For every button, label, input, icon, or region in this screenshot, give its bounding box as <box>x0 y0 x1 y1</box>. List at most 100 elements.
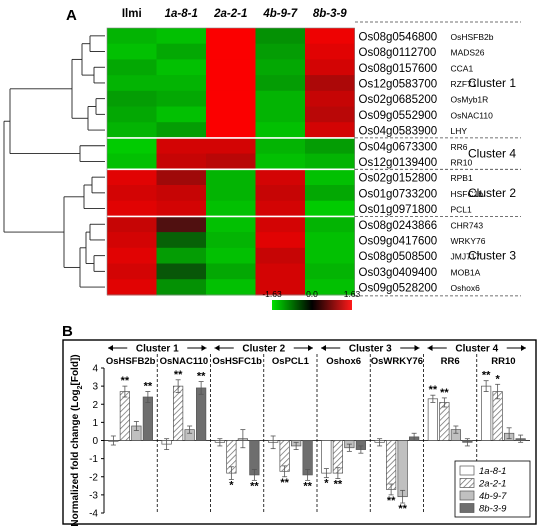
heatmap-cell <box>156 75 207 92</box>
gene-label: OsHSFC1b <box>212 356 262 367</box>
legend-swatch <box>459 465 475 476</box>
heatmap-cell <box>107 263 157 280</box>
gene-label: RR6 <box>441 356 460 367</box>
heatmap-cell <box>305 232 355 249</box>
row-locus-label: Os03g0409400 <box>359 267 438 279</box>
panel-b-label: B <box>62 323 73 340</box>
significance-mark: ** <box>121 375 130 387</box>
gene-label: OsHSFB2b <box>106 356 156 367</box>
cluster-arrow-head <box>321 345 326 351</box>
row-locus-label: Os09g0528200 <box>359 283 438 295</box>
cluster-arrow-head <box>108 345 113 351</box>
heatmap-cell <box>107 153 157 170</box>
bar-chart-panel: 4 3 2 1 0 -1 -2 -3 -4 Normalized fold change (Log… <box>62 339 537 527</box>
row-locus-label: Os02g0685200 <box>359 94 438 106</box>
gene-label: OsNAC110 <box>160 356 209 367</box>
row-gene-label: MOB1A <box>451 267 481 277</box>
heatmap-cell <box>255 279 306 296</box>
heatmap-cell <box>255 216 306 233</box>
heatmap-frame <box>106 27 355 296</box>
row-gene-label: JMJ717 <box>451 252 481 262</box>
heatmap-cell <box>305 90 355 107</box>
row-locus-label: Os04g0583900 <box>359 126 438 138</box>
row-gene-label: CHR743 <box>451 220 484 230</box>
row-locus-label: Os08g0112700 <box>359 47 437 59</box>
heatmap-cell <box>255 122 306 139</box>
heatmap-column-label: 2a-2-1 <box>213 8 247 20</box>
heatmap-cell <box>206 263 256 280</box>
heatmap-cell <box>206 200 256 217</box>
heatmap-cell <box>156 122 207 139</box>
row-gene-label: PCL1 <box>451 205 473 215</box>
significance-mark: * <box>324 478 329 490</box>
color-scale-mid: 0.0 <box>306 289 318 299</box>
heatmap-cell <box>305 106 355 123</box>
heatmap-cell <box>305 153 355 170</box>
heatmap-cell <box>255 59 306 76</box>
bar <box>173 385 184 441</box>
heatmap-cell <box>156 90 207 107</box>
heatmap-column-label: 1a-8-1 <box>165 8 198 20</box>
cluster-header: Cluster 1 <box>136 344 179 355</box>
heatmap-cell <box>156 169 207 186</box>
row-gene-label: RR10 <box>451 157 473 167</box>
y-tick-label: -3 <box>89 490 98 501</box>
heatmap-cell <box>156 263 207 280</box>
heatmap-cell <box>305 75 355 92</box>
heatmap-cell <box>156 232 207 249</box>
heatmap-cell <box>255 232 306 249</box>
y-tick-label: -4 <box>89 509 98 520</box>
heatmap-cell <box>305 247 355 264</box>
heatmap-cell <box>305 59 355 76</box>
row-gene-label: MADS26 <box>451 48 485 58</box>
row-locus-label: Os01g0971800 <box>359 204 438 216</box>
row-locus-label: Os08g0243866 <box>359 220 438 232</box>
heatmap-cell <box>255 28 306 45</box>
heatmap-cell <box>156 28 207 45</box>
heatmap-cell <box>305 43 355 60</box>
row-locus-label: Os09g0552900 <box>359 110 438 122</box>
heatmap-cell <box>156 59 207 76</box>
cluster-header: Cluster 4 <box>455 344 498 355</box>
heatmap-cell <box>305 263 355 280</box>
cluster-arrow-head <box>214 345 220 351</box>
cluster-arrow-head <box>521 345 526 351</box>
heatmap-cell <box>206 122 256 139</box>
cluster-label: Cluster 4 <box>468 147 516 161</box>
color-scale-min: -1.63 <box>262 289 282 299</box>
row-locus-label: Os02g0152800 <box>359 173 438 185</box>
heatmap-cell <box>107 137 157 155</box>
significance-mark: ** <box>482 370 491 382</box>
heatmap-cell <box>255 153 306 170</box>
bar <box>386 440 397 490</box>
significance-mark: ** <box>398 503 407 515</box>
gene-label: RR10 <box>491 356 515 367</box>
heatmap-cell <box>255 169 306 186</box>
heatmap-cell <box>206 169 256 186</box>
heatmap-cell <box>107 185 157 202</box>
heatmap-cell <box>156 43 207 60</box>
legend-label: 2a-2-1 <box>478 479 506 490</box>
heatmap-cell <box>156 153 207 170</box>
significance-mark: ** <box>440 387 449 399</box>
y-tick-label: 3 <box>92 382 98 393</box>
heatmap-cell <box>305 200 355 217</box>
heatmap-cell <box>107 169 157 186</box>
heatmap-cell <box>107 122 157 139</box>
heatmap-cell <box>255 43 306 60</box>
row-locus-label: Os08g0508500 <box>359 251 438 263</box>
heatmap-cell <box>206 137 256 155</box>
heatmap-cell <box>255 263 306 280</box>
heatmap-cell <box>255 137 306 155</box>
heatmap-cell <box>305 279 355 296</box>
row-gene-label: LHY <box>451 126 468 136</box>
heatmap-panel: Ilmi 1a-8-1 2a-2-1 4b-9-7 8b-3-9 Os08g0546800… <box>3 8 521 310</box>
heatmap-column-label: 8b-3-9 <box>313 8 347 20</box>
heatmap-cell <box>156 216 207 233</box>
row-locus-label: Os08g0546800 <box>359 31 438 43</box>
row-locus-label: Os12g0139400 <box>359 157 438 169</box>
significance-mark: ** <box>387 495 396 507</box>
heatmap-cell <box>206 90 256 107</box>
legend-swatch <box>459 478 475 488</box>
